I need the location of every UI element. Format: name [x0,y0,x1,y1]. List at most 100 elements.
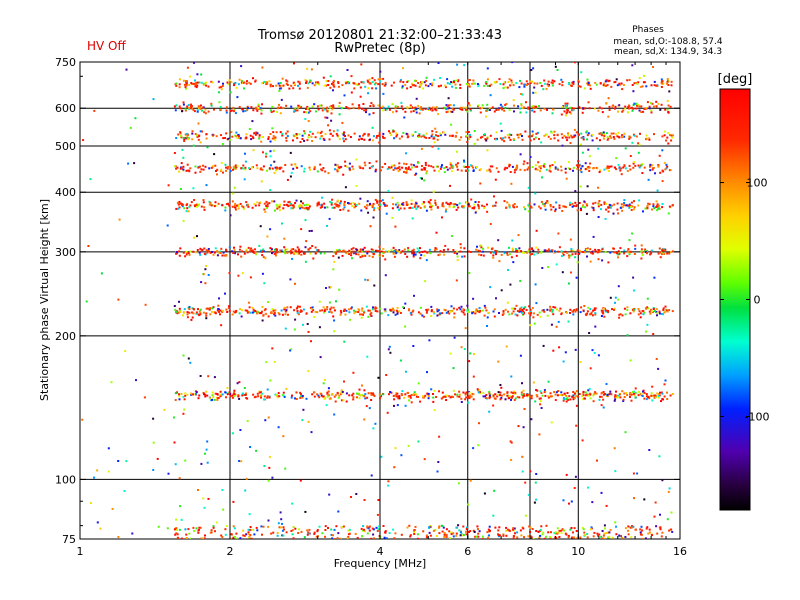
data-point [260,167,263,170]
data-point [228,309,231,312]
data-point [425,534,428,537]
data-point [297,106,300,109]
data-point [175,207,178,210]
data-point [526,84,528,86]
data-point [397,170,400,173]
data-point [495,131,498,134]
data-point [324,379,326,381]
data-point [292,139,294,142]
data-point [468,79,471,81]
data-point [371,255,374,258]
data-point [434,203,437,206]
data-point [491,106,494,109]
data-point [199,312,202,314]
data-point [300,106,303,109]
data-point [177,536,179,539]
data-point [306,323,309,325]
data-point [529,205,532,208]
data-point [282,526,285,529]
data-point [527,250,530,253]
data-point [206,394,209,397]
data-point [435,131,438,133]
data-point [578,393,581,395]
data-point [284,248,287,251]
data-point [285,139,288,142]
data-point [303,204,306,207]
data-point [220,534,223,537]
data-point [600,309,603,312]
data-point [245,477,248,480]
data-point [564,171,567,174]
data-point [533,82,536,85]
data-point [524,514,527,517]
data-point [398,250,401,253]
data-point [567,282,570,285]
data-point [622,204,625,207]
data-point [304,246,307,249]
data-point [637,308,640,310]
data-point [399,79,402,82]
data-point [610,132,613,135]
data-point [292,206,295,209]
data-point [425,536,428,539]
data-point [549,170,552,173]
data-point [265,155,268,158]
data-point [331,206,334,209]
data-point [411,249,414,252]
data-point [372,165,374,168]
data-point [668,252,671,255]
data-point [275,250,278,253]
data-point [503,200,506,203]
data-point [504,166,507,169]
data-point [442,249,445,251]
data-point [389,351,392,354]
data-point [521,251,524,254]
data-point [415,108,418,111]
data-point [529,395,532,398]
data-point [537,248,540,251]
data-point [452,108,455,111]
data-point [438,532,441,535]
data-point [198,81,201,84]
data-point [519,153,522,156]
data-point [575,204,578,207]
data-point [592,209,595,212]
data-point [333,330,336,333]
data-point [301,134,304,137]
data-point [299,396,302,399]
data-point [286,306,289,309]
data-point [378,208,381,211]
data-point [252,393,255,396]
data-point [551,84,554,87]
data-point [561,144,564,147]
data-point [449,163,452,166]
data-point [456,308,459,311]
data-point [269,85,272,88]
data-point [248,306,251,309]
data-point [642,210,644,213]
data-point [198,135,200,138]
data-point [219,395,222,398]
data-point [618,393,621,396]
data-point [221,489,224,491]
data-point [195,391,198,394]
data-point [413,205,416,208]
data-point [481,250,484,253]
data-point [269,133,272,135]
data-point [647,202,650,205]
data-point [539,534,542,537]
data-point [348,162,351,165]
data-point [605,383,608,385]
data-point [592,235,595,238]
data-point [443,253,446,256]
data-point [424,394,427,397]
data-point [583,251,586,254]
data-point [594,325,597,328]
data-point [476,166,478,168]
data-point [539,390,542,393]
data-point [526,162,529,165]
data-point [495,251,498,253]
data-point [255,526,258,529]
data-point [521,135,523,137]
data-point [369,138,371,141]
